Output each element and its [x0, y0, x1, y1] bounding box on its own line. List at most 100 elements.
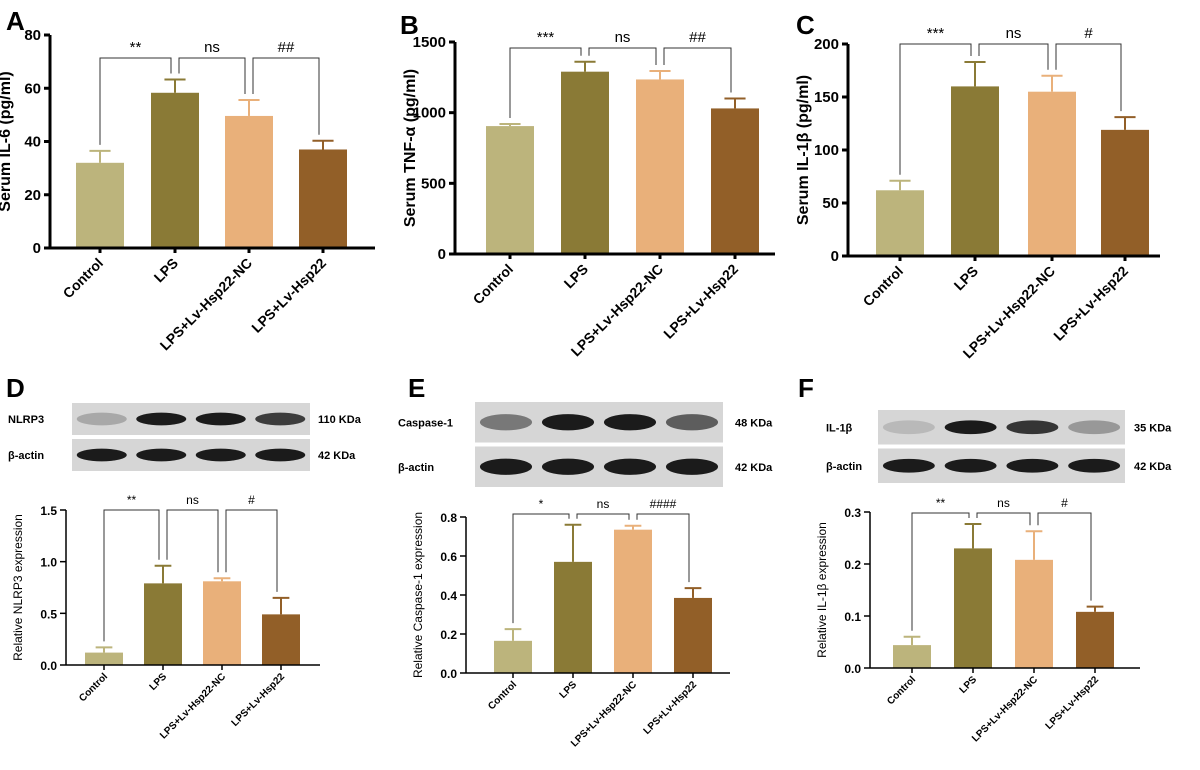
bar-3	[1101, 129, 1149, 256]
x-tick-label: Control	[60, 255, 107, 302]
x-tick-label: Control	[860, 263, 907, 310]
y-tick-label: 1.0	[40, 556, 57, 570]
bar-2	[203, 581, 241, 665]
x-tick-label: Control	[470, 261, 517, 308]
blot-band	[1068, 420, 1121, 435]
blot-band	[1006, 420, 1059, 435]
x-tick-label: LPS	[558, 679, 580, 701]
bar-0	[85, 652, 123, 665]
y-tick-label: 20	[24, 187, 41, 204]
y-tick-label: 0.6	[440, 550, 457, 564]
significance-label: ns	[186, 493, 199, 507]
significance-label: ns	[204, 39, 220, 56]
significance-bracket	[663, 47, 732, 93]
x-tick-label: Control	[77, 671, 110, 704]
y-tick-label: 0.1	[844, 610, 861, 624]
blot-size-label: 48 KDa	[735, 417, 773, 429]
y-tick-label: 0.3	[844, 506, 861, 520]
panel-letter: C	[796, 10, 815, 40]
significance-label: ####	[650, 497, 677, 511]
y-tick-label: 0	[831, 248, 839, 265]
panel-letter: F	[798, 373, 814, 403]
bar-2	[636, 79, 684, 254]
significance-bracket	[576, 513, 630, 520]
bar-3	[1076, 611, 1114, 668]
bar-0	[486, 126, 534, 254]
significance-label: #	[1084, 25, 1093, 42]
blot-protein-label: IL-1β	[826, 422, 853, 434]
significance-label: ##	[689, 29, 706, 46]
blot-band	[882, 420, 935, 435]
blot-protein-label: β-actin	[826, 461, 862, 473]
x-tick-label: LPS+Lv-Hsp22-NC	[158, 671, 228, 741]
blot-band	[541, 458, 595, 475]
significance-bracket	[103, 509, 160, 642]
significance-bracket	[1037, 512, 1092, 601]
bar-1	[151, 92, 199, 249]
bar-2	[1015, 559, 1053, 668]
x-tick-label: Control	[885, 674, 918, 707]
significance-label: *	[539, 497, 544, 511]
y-axis-label: Serum TNF-α (pg/ml)	[402, 69, 419, 227]
x-tick-label: LPS+Lv-Hsp22	[248, 255, 329, 336]
significance-bracket	[978, 43, 1049, 70]
y-tick-label: 0.2	[844, 558, 861, 572]
x-tick-label: LPS+Lv-Hsp22-NC	[970, 674, 1040, 744]
blot-band	[944, 458, 997, 473]
bar-3	[262, 614, 300, 665]
bar-1	[144, 583, 182, 665]
y-tick-label: 0.8	[440, 511, 457, 525]
blot-band	[136, 448, 187, 462]
significance-label: **	[130, 39, 142, 56]
bar-1	[561, 71, 609, 255]
bar-1	[554, 561, 592, 673]
y-tick-label: 40	[24, 134, 41, 151]
blot-band	[665, 458, 719, 475]
blot-band	[479, 458, 533, 475]
x-tick-label: LPS	[561, 261, 592, 292]
bar-3	[674, 597, 712, 673]
significance-bracket	[899, 43, 972, 175]
blot-band	[1006, 458, 1059, 473]
significance-label: ns	[597, 497, 610, 511]
y-axis-label: Serum IL-6 (pg/ml)	[0, 71, 14, 211]
blot-band	[944, 420, 997, 435]
blot-band	[136, 412, 187, 426]
y-axis-label: Relative Caspase-1 expression	[411, 512, 425, 678]
bar-2	[225, 115, 273, 248]
significance-bracket	[512, 513, 570, 624]
blot-size-label: 42 KDa	[1134, 461, 1172, 473]
blot-band	[195, 448, 246, 462]
blot-protein-label: Caspase-1	[398, 417, 453, 429]
significance-label: #	[1061, 496, 1068, 510]
blot-protein-label: β-actin	[8, 450, 44, 462]
significance-bracket	[1055, 43, 1122, 112]
x-tick-label: LPS+Lv-Hsp22	[230, 671, 288, 729]
panel-letter: A	[6, 6, 25, 36]
significance-bracket	[588, 47, 657, 65]
bar-3	[711, 108, 759, 254]
y-tick-label: 0.4	[440, 589, 457, 603]
y-tick-label: 0.0	[440, 667, 457, 681]
significance-bracket	[178, 57, 246, 94]
significance-label: ns	[997, 496, 1010, 510]
significance-label: **	[936, 496, 946, 510]
bar-3	[299, 149, 347, 248]
blot-size-label: 35 KDa	[1134, 422, 1172, 434]
significance-bracket	[99, 57, 172, 145]
y-tick-label: 50	[822, 195, 839, 212]
y-tick-label: 0.0	[40, 659, 57, 673]
y-tick-label: 1.5	[40, 504, 57, 518]
blot-band	[603, 458, 657, 475]
blot-band	[76, 448, 127, 462]
panel-letter: B	[400, 10, 419, 40]
x-tick-label: LPS	[958, 674, 980, 696]
x-tick-label: LPS+Lv-Hsp22	[1044, 674, 1102, 732]
